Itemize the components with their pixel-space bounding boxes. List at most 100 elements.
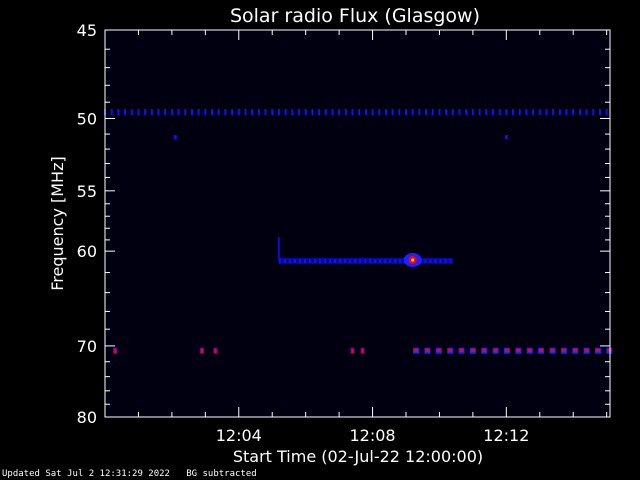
burst-pixel	[283, 258, 286, 263]
interference-dot	[482, 348, 487, 352]
interference-dot	[573, 348, 578, 352]
burst-pixel	[389, 258, 392, 263]
x-tick-label: 12:12	[483, 426, 529, 445]
interference-dot	[324, 109, 327, 116]
interference-dot	[358, 109, 361, 116]
interference-dot	[518, 109, 521, 116]
interference-dot	[539, 348, 544, 352]
interference-dot	[592, 109, 595, 116]
interference-dot	[504, 135, 508, 140]
interference-dot	[204, 109, 207, 116]
interference-dot	[344, 109, 347, 116]
interference-dot	[414, 348, 419, 352]
interference-dot	[284, 109, 287, 116]
interference-dot	[584, 348, 589, 352]
interference-dot	[532, 109, 535, 116]
interference-dot	[378, 109, 381, 116]
interference-dot	[130, 109, 133, 116]
interference-dot	[498, 109, 501, 116]
y-tick-label: 70	[77, 337, 97, 356]
interference-dot	[361, 348, 364, 353]
interference-dot	[558, 109, 561, 116]
x-tick-label: 12:08	[349, 426, 395, 445]
plot-frame	[104, 29, 611, 418]
burst-pixel	[449, 258, 452, 263]
interference-dot	[438, 109, 441, 116]
interference-dot	[251, 109, 254, 116]
burst-pixel	[288, 258, 291, 263]
interference-dot	[578, 109, 581, 116]
interference-dot	[331, 109, 334, 116]
interference-dot	[445, 109, 448, 116]
x-axis: 12:04 12:08 12:12	[137, 30, 608, 445]
plot-area	[105, 30, 610, 417]
interference-dot	[164, 109, 167, 116]
burst-pixel	[424, 258, 427, 263]
interference-dot	[459, 348, 464, 352]
interference-dot	[214, 348, 217, 353]
y-axis: 45 50 55 60 70 80	[77, 21, 610, 427]
burst-pixel	[359, 258, 362, 263]
burst-pixel	[364, 258, 367, 263]
burst-pixel	[344, 258, 347, 263]
x-axis-label: Start Time (02-Jul-22 12:00:00)	[233, 447, 483, 466]
interference-dot	[525, 109, 528, 116]
updated-timestamp: Updated Sat Jul 2 12:31:29 2022	[2, 469, 170, 479]
interference-dot	[431, 109, 434, 116]
interference-dot	[418, 109, 421, 116]
interference-dot	[504, 348, 509, 352]
interference-dot	[598, 109, 601, 116]
burst-pixel	[369, 258, 372, 263]
interference-dot	[478, 109, 481, 116]
burst-pixel	[384, 258, 387, 263]
burst-pixel	[298, 258, 301, 263]
interference-dot	[411, 109, 414, 116]
burst-pixel	[349, 258, 352, 263]
spectrogram-marks	[104, 109, 613, 354]
interference-dot	[391, 109, 394, 116]
interference-dot	[277, 109, 280, 116]
interference-dot	[157, 109, 160, 116]
burst-pixel	[399, 258, 402, 263]
footer: Updated Sat Jul 2 12:31:29 2022 BG subtr…	[2, 469, 257, 479]
y-tick-label: 60	[77, 242, 97, 261]
interference-dot	[448, 348, 453, 352]
interference-dot	[607, 348, 612, 352]
interference-dot	[565, 109, 568, 116]
interference-dot	[436, 348, 441, 352]
background-note: BG subtracted	[186, 469, 257, 479]
interference-dot	[364, 109, 367, 116]
interference-dot	[170, 109, 173, 116]
interference-dot	[550, 348, 555, 352]
interference-dot	[137, 109, 140, 116]
interference-dot	[465, 109, 468, 116]
y-tick-label: 55	[77, 182, 97, 201]
y-tick-label: 45	[77, 21, 97, 40]
interference-dot	[231, 109, 234, 116]
interference-dot	[150, 109, 153, 116]
interference-dot	[311, 109, 314, 116]
interference-dot	[538, 109, 541, 116]
interference-dot	[291, 109, 294, 116]
interference-dot	[605, 109, 608, 116]
burst-pixel	[374, 258, 377, 263]
interference-dot	[470, 348, 475, 352]
interference-dot	[371, 109, 374, 116]
burst-peak-core	[411, 258, 415, 262]
interference-dot	[491, 109, 494, 116]
interference-dot	[318, 109, 321, 116]
interference-dot	[114, 348, 117, 353]
interference-dot	[351, 348, 354, 353]
interference-dot	[297, 109, 300, 116]
interference-dot	[144, 109, 147, 116]
interference-dot	[200, 348, 203, 353]
interference-dot	[211, 109, 214, 116]
interference-dot	[304, 109, 307, 116]
burst-pixel	[394, 258, 397, 263]
interference-dot	[117, 109, 120, 116]
interference-dot	[224, 109, 227, 116]
interference-dot	[190, 109, 193, 116]
interference-dot	[351, 109, 354, 116]
chart-title: Solar radio Flux (Glasgow)	[230, 5, 480, 27]
